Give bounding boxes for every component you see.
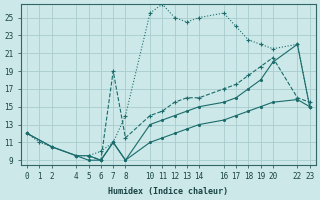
X-axis label: Humidex (Indice chaleur): Humidex (Indice chaleur) — [108, 187, 228, 196]
